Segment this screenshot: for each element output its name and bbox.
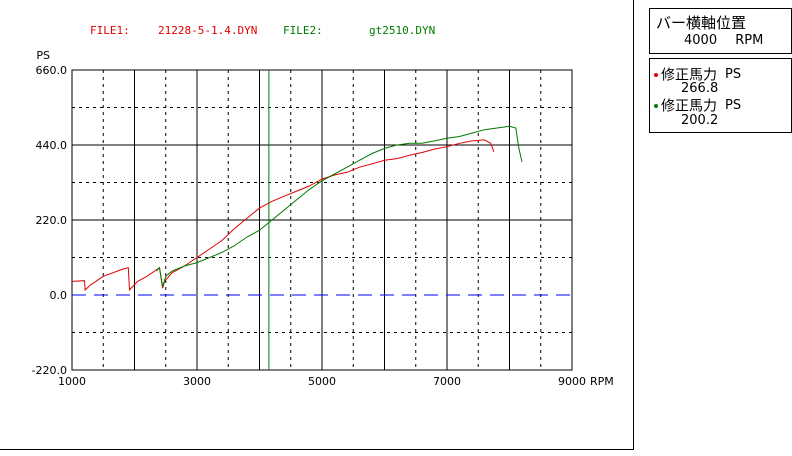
series-line-2: [156, 125, 523, 287]
x-tick-label: 1000: [58, 375, 86, 388]
legend-value-file2: 200.2: [681, 113, 719, 128]
bar-position-title: バー横軸位置: [656, 14, 747, 32]
legend-value-file1: 266.8: [681, 81, 719, 96]
y-axis-label: PS: [36, 49, 50, 62]
x-axis-label: RPM: [590, 375, 614, 388]
x-tick-label: 3000: [183, 375, 211, 388]
file2-name: gt2510.DYN: [369, 24, 436, 37]
legend-dot-file2: [654, 103, 658, 108]
legend-unit-file2: PS: [725, 98, 742, 113]
legend-panel: 修正馬力 PS 266.8 修正馬力 PS 200.2: [649, 58, 792, 133]
file1-label: FILE1:: [90, 24, 130, 37]
bar-position-unit: RPM: [735, 33, 764, 48]
y-tick-label: 220.0: [36, 214, 68, 227]
chart-panel: FILE1: 21228-5-1.4.DYN FILE2: gt2510.DYN…: [0, 0, 634, 450]
file2-label: FILE2:: [283, 24, 323, 37]
x-tick-label: 7000: [433, 375, 461, 388]
legend-dot-file1: [654, 72, 658, 77]
legend-name-file1: 修正馬力: [661, 67, 717, 84]
legend-name-file2: 修正馬力: [661, 98, 717, 115]
bar-position-panel: バー横軸位置 4000 RPM: [649, 8, 792, 54]
file1-name: 21228-5-1.4.DYN: [158, 24, 258, 37]
y-tick-label: -220.0: [32, 364, 67, 377]
legend-unit-file1: PS: [725, 67, 742, 82]
x-tick-label: 9000: [558, 375, 586, 388]
y-tick-label: 0.0: [50, 289, 68, 302]
y-tick-label: 440.0: [36, 139, 68, 152]
bar-position-value: 4000: [684, 33, 718, 48]
legend-entry-file1: 修正馬力 PS: [654, 64, 741, 85]
x-tick-label: 5000: [308, 375, 336, 388]
series-line-1: [71, 139, 495, 292]
legend-entry-file2: 修正馬力 PS: [654, 95, 741, 116]
y-tick-label: 660.0: [36, 64, 68, 77]
bar-position-readout: 4000 RPM: [684, 33, 763, 48]
